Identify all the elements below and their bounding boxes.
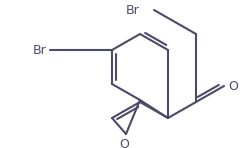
- Text: O: O: [228, 79, 238, 92]
- Text: O: O: [119, 138, 129, 148]
- Text: Br: Br: [32, 44, 46, 57]
- Text: Br: Br: [126, 4, 140, 16]
